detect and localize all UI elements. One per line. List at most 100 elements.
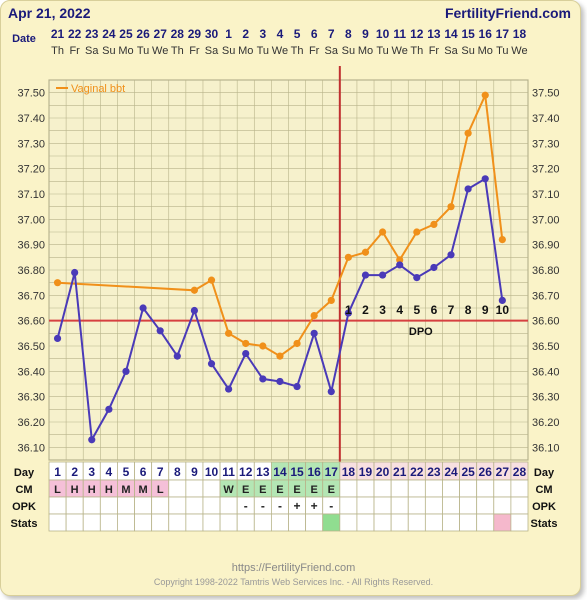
stats-cell (442, 513, 460, 532)
weekday-tick-label: Tu (257, 45, 269, 57)
y-tick-label-right: 37.50 (532, 88, 560, 100)
data-point-temp (481, 175, 489, 183)
footer-url[interactable]: https://FertilityFriend.com (231, 562, 356, 574)
data-point-temp (88, 436, 96, 444)
weekday-tick-label: Fr (189, 45, 200, 57)
y-tick-label-right: 36.90 (532, 240, 560, 252)
data-point-temp (327, 388, 335, 396)
opk-cell (373, 496, 392, 515)
opk-cell (476, 496, 495, 515)
cm-cell (202, 479, 221, 498)
stats-cell (459, 513, 478, 532)
dpo-label: DPO (409, 326, 433, 338)
data-point-bbt (53, 279, 62, 287)
data-point-bbt (259, 342, 267, 350)
date-tick-label: 7 (328, 27, 335, 41)
brand-name: FertilityFriend.com (444, 5, 571, 21)
y-tick-label-left: 36.60 (17, 316, 45, 328)
y-tick-label-left: 36.50 (17, 341, 45, 353)
date-tick-label: 6 (311, 27, 318, 41)
opk-cell (99, 496, 118, 515)
dpo-number: 5 (413, 303, 420, 317)
y-tick-label-right: 36.50 (532, 341, 560, 353)
y-tick-label-left: 37.40 (17, 113, 45, 125)
cm-cell (390, 479, 409, 498)
day-number: 23 (427, 465, 441, 479)
day-number: 1 (54, 465, 61, 479)
data-point-bbt (310, 312, 318, 320)
date-tick-label: 2 (242, 27, 249, 41)
date-tick-label: 3 (259, 27, 266, 41)
dpo-number: 3 (379, 303, 386, 317)
y-tick-label-right: 36.40 (532, 366, 560, 378)
date-tick-label: 16 (479, 27, 493, 41)
y-tick-label-left: 37.50 (17, 88, 45, 100)
cm-value: L (157, 484, 164, 496)
y-tick-label-right: 37.10 (532, 189, 560, 201)
cm-cell (339, 479, 358, 498)
data-point-temp (242, 350, 250, 358)
opk-cell (493, 496, 512, 515)
stats-cell (373, 513, 392, 532)
weekday-tick-label: Mo (358, 45, 373, 57)
weekday-tick-label: We (392, 45, 408, 57)
weekday-tick-label: We (152, 45, 168, 57)
opk-cell (185, 496, 204, 515)
data-point-bbt (378, 228, 387, 236)
opk-row-label: OPK (12, 501, 36, 513)
opk-cell (407, 496, 426, 515)
opk-value: - (244, 499, 248, 513)
y-tick-label-left: 36.10 (17, 442, 45, 454)
y-tick-label-right: 36.80 (532, 265, 560, 277)
opk-cell (339, 496, 358, 515)
data-point-bbt (293, 339, 301, 348)
data-point-bbt (498, 236, 506, 244)
day-number: 28 (513, 465, 527, 479)
data-point-temp (71, 268, 79, 277)
stats-cell (48, 513, 67, 532)
weekday-tick-label: Th (410, 45, 423, 57)
weekday-tick-label: Tu (376, 45, 388, 57)
cm-value: L (54, 484, 61, 496)
weekday-tick-label: Sa (85, 45, 99, 57)
day-number: 13 (256, 465, 270, 479)
stats-cell (151, 513, 170, 532)
day-number: 25 (461, 465, 475, 479)
data-point-bbt (481, 91, 489, 99)
data-point-temp (156, 327, 164, 335)
opk-cell (48, 496, 67, 515)
dpo-number: 1 (345, 303, 352, 317)
data-point-temp (53, 334, 62, 342)
opk-cell (202, 496, 221, 515)
date-tick-label: 26 (136, 27, 150, 41)
date-tick-label: 23 (85, 27, 99, 41)
data-point-temp (276, 377, 284, 386)
date-tick-label: 12 (410, 27, 424, 41)
opk-cell (459, 496, 478, 515)
date-tick-label: 17 (496, 27, 510, 41)
stats-cell (356, 513, 375, 532)
cm-row-label: CM (15, 484, 32, 496)
data-point-temp (430, 263, 438, 272)
day-number: 5 (123, 465, 130, 479)
data-point-temp (190, 306, 199, 315)
dpo-number: 2 (362, 303, 369, 317)
opk-cell (82, 496, 101, 515)
stats-cell (339, 513, 358, 532)
day-number: 7 (157, 465, 164, 479)
cm-value: H (71, 484, 79, 496)
cm-cell (356, 479, 375, 498)
data-point-bbt (361, 248, 370, 256)
cm-cell (424, 479, 443, 498)
day-number: 26 (479, 465, 493, 479)
day-number: 20 (376, 465, 390, 479)
day-number: 4 (106, 465, 113, 479)
stats-cell (270, 513, 289, 532)
date-tick-label: 11 (393, 27, 406, 41)
fertility-chart: Date 21 22 23 24 25 26 27 28 29 30 1 2 3 4 5 6 7 8 9 10 11 12 1… (11, 27, 560, 532)
date-tick-label: 29 (188, 27, 202, 41)
date-tick-label: 22 (68, 27, 82, 41)
day-number: 6 (140, 465, 147, 479)
weekday-tick-label: Th (291, 45, 304, 57)
day-number: 10 (205, 465, 219, 479)
